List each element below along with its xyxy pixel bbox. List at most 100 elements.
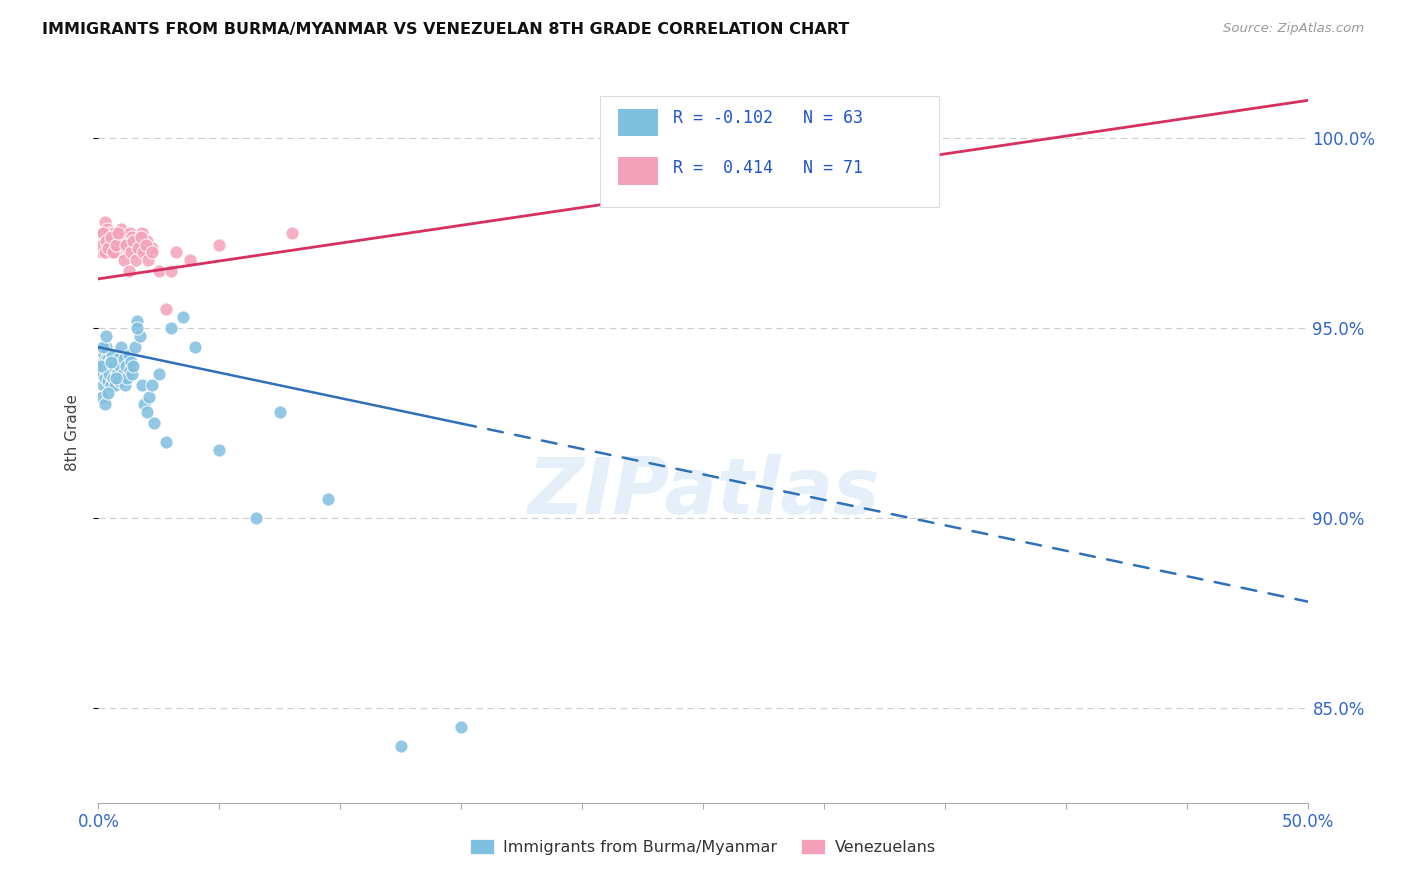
Point: [115, 359, 138, 374]
Point: [115, 237, 138, 252]
FancyBboxPatch shape: [600, 95, 939, 207]
Point: [108, 234, 131, 248]
Point: [96, 328, 118, 343]
Point: [117, 370, 139, 384]
Point: [127, 313, 149, 327]
Point: [100, 378, 122, 392]
Point: [155, 435, 177, 450]
Point: [208, 442, 231, 457]
Point: [94, 215, 117, 229]
Point: [184, 340, 207, 354]
Point: [107, 230, 129, 244]
Point: [129, 230, 152, 244]
Point: [100, 242, 122, 256]
Point: [90, 245, 112, 260]
Point: [134, 245, 156, 260]
Point: [245, 511, 267, 525]
Point: [94, 370, 117, 384]
Point: [131, 227, 153, 241]
Point: [104, 378, 127, 392]
Point: [128, 328, 150, 343]
Text: R =  0.414   N = 71: R = 0.414 N = 71: [672, 159, 863, 177]
Point: [127, 245, 149, 260]
Legend: Immigrants from Burma/Myanmar, Venezuelans: Immigrants from Burma/Myanmar, Venezuela…: [464, 832, 942, 862]
Point: [96, 222, 118, 236]
Point: [389, 739, 412, 753]
Point: [96, 234, 118, 248]
Point: [910, 188, 932, 202]
Point: [172, 310, 194, 324]
Point: [111, 367, 134, 381]
Text: IMMIGRANTS FROM BURMA/MYANMAR VS VENEZUELAN 8TH GRADE CORRELATION CHART: IMMIGRANTS FROM BURMA/MYANMAR VS VENEZUE…: [42, 22, 849, 37]
Point: [131, 378, 153, 392]
Point: [100, 348, 122, 362]
Point: [103, 359, 125, 374]
Point: [115, 242, 138, 256]
Point: [93, 348, 115, 362]
Point: [107, 351, 129, 366]
Point: [127, 242, 149, 256]
Point: [93, 245, 115, 260]
Point: [104, 370, 127, 384]
Point: [114, 378, 136, 392]
Point: [160, 321, 183, 335]
Point: [117, 234, 139, 248]
Point: [134, 397, 156, 411]
Point: [104, 237, 127, 252]
Point: [93, 359, 115, 374]
Point: [97, 351, 120, 366]
Point: [120, 237, 142, 252]
Point: [122, 359, 145, 374]
Point: [91, 355, 114, 369]
Point: [91, 227, 114, 241]
Point: [94, 351, 117, 366]
Point: [281, 227, 304, 241]
Point: [110, 340, 132, 354]
Point: [101, 370, 124, 384]
Point: [93, 227, 115, 241]
Point: [98, 367, 121, 381]
Point: [148, 264, 170, 278]
Point: [94, 242, 117, 256]
Point: [136, 252, 159, 267]
Point: [122, 242, 145, 256]
FancyBboxPatch shape: [619, 109, 658, 136]
Point: [155, 302, 177, 317]
Point: [132, 245, 155, 260]
Point: [91, 237, 114, 252]
Point: [98, 245, 121, 260]
Point: [208, 237, 231, 252]
Point: [93, 245, 115, 260]
Point: [96, 340, 118, 354]
Point: [100, 230, 122, 244]
Point: [111, 245, 134, 260]
Point: [179, 252, 201, 267]
Text: ZIPatlas: ZIPatlas: [527, 454, 879, 530]
Point: [97, 242, 120, 256]
Point: [91, 378, 114, 392]
Point: [141, 378, 163, 392]
Point: [107, 227, 129, 241]
Point: [118, 348, 141, 362]
Point: [127, 321, 149, 335]
Point: [125, 252, 148, 267]
Point: [118, 227, 141, 241]
Point: [160, 264, 183, 278]
Point: [103, 245, 125, 260]
Point: [104, 245, 127, 260]
Point: [124, 234, 146, 248]
Point: [121, 230, 143, 244]
Point: [91, 367, 114, 381]
Point: [97, 359, 120, 374]
Point: [114, 230, 136, 244]
Text: Source: ZipAtlas.com: Source: ZipAtlas.com: [1223, 22, 1364, 36]
Point: [101, 234, 124, 248]
Point: [100, 230, 122, 244]
Point: [93, 340, 115, 354]
Point: [105, 237, 128, 252]
Point: [316, 491, 339, 506]
Point: [135, 405, 157, 419]
Point: [135, 237, 157, 252]
Point: [93, 234, 115, 248]
Point: [128, 237, 150, 252]
